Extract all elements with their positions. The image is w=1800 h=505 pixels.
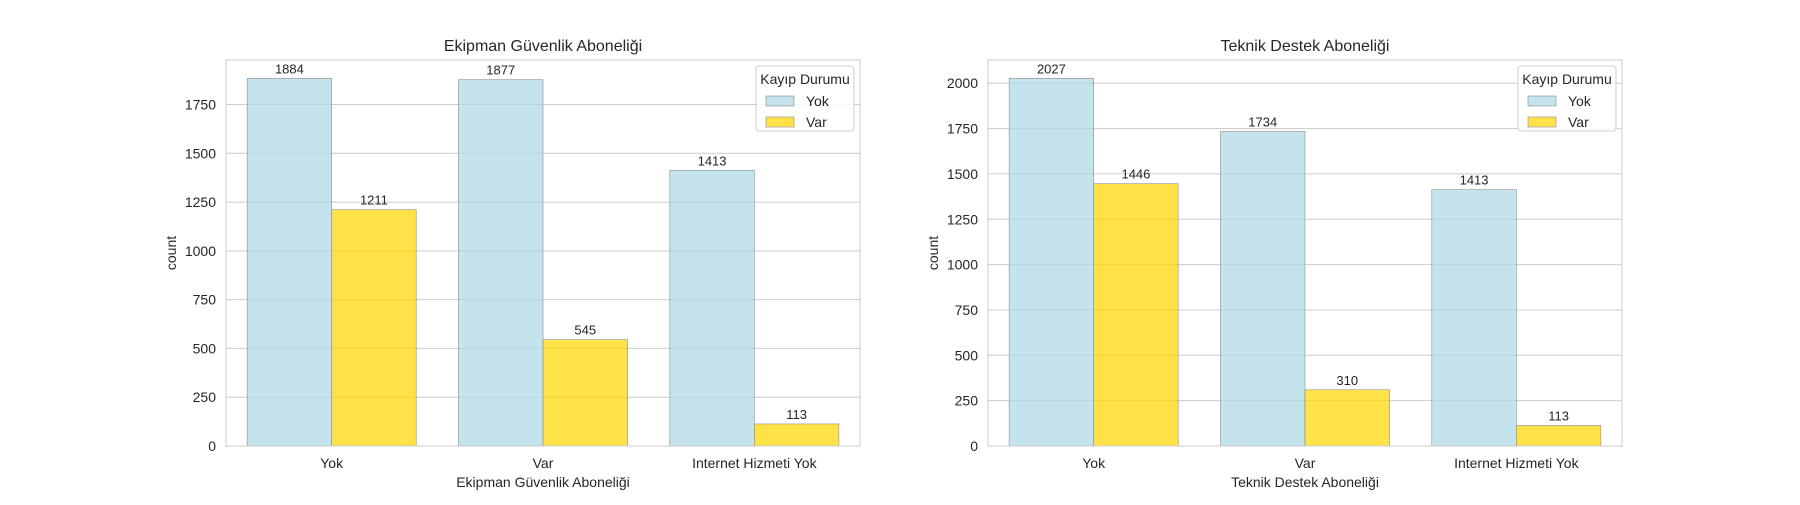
chart-title: Teknik Destek Aboneliği (1221, 38, 1390, 55)
bar-value-label: 1877 (486, 63, 515, 78)
legend-entry-yok: Yok (1568, 93, 1592, 109)
y-tick-label: 750 (955, 302, 979, 318)
bar-value-label: 113 (1548, 409, 1569, 424)
x-axis-label: Teknik Destek Aboneliği (1231, 474, 1379, 490)
y-axis-label: count (163, 236, 179, 270)
y-tick-label: 250 (193, 389, 217, 405)
bar-value-label: 1413 (698, 153, 727, 168)
y-tick-label: 1500 (947, 166, 978, 182)
x-tick-label: Internet Hizmeti Yok (1454, 455, 1580, 471)
y-tick-label: 1000 (185, 243, 216, 259)
chart-title: Ekipman Güvenlik Aboneliği (444, 38, 642, 55)
y-axis-label: count (925, 236, 941, 270)
y-tick-label: 1250 (947, 211, 978, 227)
x-tick-label: Var (1295, 455, 1316, 471)
bar-value-label: 1884 (275, 61, 304, 76)
bar-value-label: 310 (1336, 373, 1358, 388)
y-tick-label: 1750 (185, 96, 216, 112)
bar-value-label: 2027 (1037, 61, 1066, 76)
bar-var (1516, 425, 1602, 447)
y-tick-label: 1750 (947, 121, 978, 137)
bar-yok (458, 79, 544, 447)
bar-yok (246, 78, 332, 447)
bar-yok (669, 169, 755, 447)
y-tick-label: 2000 (947, 75, 978, 91)
bar-var (542, 339, 628, 447)
y-tick-label: 250 (955, 393, 979, 409)
legend-entry-yok: Yok (806, 93, 830, 109)
chart-panel-2: 0 250 500 750 1000 1250 1500 1750 2000 2027 1446 Yo… (925, 38, 1623, 490)
axes-frame (225, 59, 861, 447)
axes-frame (987, 59, 1623, 447)
bar-value-label: 1211 (360, 193, 388, 208)
bar-value-label: 545 (574, 323, 596, 338)
bar-yok (1008, 78, 1094, 447)
bar-var (1304, 389, 1390, 447)
y-tick-label: 1500 (185, 145, 216, 161)
bar-value-label: 113 (786, 407, 807, 422)
legend-entry-var: Var (806, 114, 827, 130)
y-tick-label: 1250 (185, 194, 216, 210)
y-tick-label: 500 (955, 347, 979, 363)
y-tick-label: 0 (970, 438, 978, 454)
legend-swatch-yok (1527, 95, 1557, 107)
bar-yok (1431, 189, 1517, 447)
x-tick-label: Var (533, 455, 554, 471)
x-tick-label: Yok (320, 455, 344, 471)
bar-value-label: 1413 (1460, 173, 1489, 188)
chart-panel-1: 0 250 500 750 1000 1250 1500 1750 1884 1211 Yok 187… (163, 38, 861, 490)
bar-var (331, 209, 417, 447)
x-tick-label: Yok (1082, 455, 1106, 471)
y-tick-label: 750 (193, 292, 217, 308)
bar-value-label: 1446 (1121, 167, 1150, 182)
legend-swatch-yok (765, 95, 795, 107)
legend-box (755, 65, 855, 132)
legend-box (1517, 65, 1617, 132)
x-axis-label: Ekipman Güvenlik Aboneliği (456, 474, 630, 490)
legend-title: Kayıp Durumu (760, 71, 849, 87)
y-tick-label: 0 (208, 438, 216, 454)
x-tick-label: Internet Hizmeti Yok (692, 455, 818, 471)
y-tick-label: 500 (193, 340, 217, 356)
bar-yok (1220, 131, 1306, 447)
bar-var (1093, 183, 1179, 447)
y-tick-label: 1000 (947, 257, 978, 273)
legend: Kayıp Durumu Yok Var (755, 65, 855, 132)
legend-swatch-var (1527, 116, 1557, 128)
legend-title: Kayıp Durumu (1522, 71, 1611, 87)
legend-entry-var: Var (1568, 114, 1589, 130)
bar-value-label: 1734 (1248, 114, 1277, 129)
legend-swatch-var (765, 116, 795, 128)
legend: Kayıp Durumu Yok Var (1517, 65, 1617, 132)
bar-var (754, 423, 840, 447)
